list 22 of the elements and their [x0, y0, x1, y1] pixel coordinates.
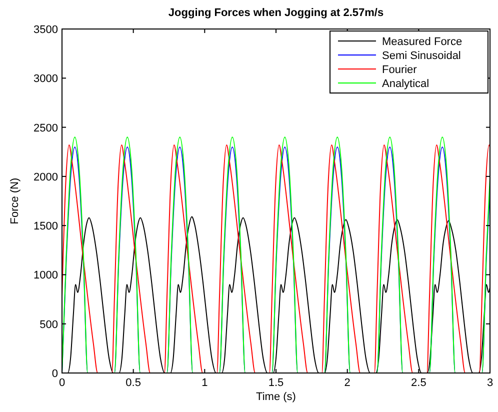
- x-tick-label: 2.5: [411, 377, 426, 389]
- legend-label: Fourier: [382, 64, 418, 76]
- legend-label: Measured Force: [382, 36, 462, 48]
- x-tick-label: 1: [202, 377, 208, 389]
- x-tick-label: 0.5: [126, 377, 141, 389]
- chart-title: Jogging Forces when Jogging at 2.57m/s: [168, 7, 384, 19]
- legend-label: Semi Sinusoidal: [382, 50, 461, 62]
- x-axis-title: Time (s): [256, 391, 296, 403]
- legend-label: Analytical: [382, 78, 430, 90]
- y-tick-label: 0: [52, 368, 58, 380]
- y-tick-label: 3500: [34, 24, 58, 36]
- y-axis-title: Force (N): [9, 178, 21, 224]
- y-tick-label: 3000: [34, 73, 58, 86]
- x-tick-label: 1.5: [268, 377, 284, 389]
- x-tick-label: 0: [58, 377, 66, 389]
- x-tick-label: 2: [344, 377, 350, 389]
- x-tick-label: 3: [486, 377, 494, 389]
- y-tick-label: 1500: [34, 220, 58, 233]
- y-tick-label: 500: [40, 318, 58, 331]
- y-tick-label: 2500: [34, 122, 58, 134]
- y-tick-label: 1000: [34, 270, 58, 282]
- y-tick-label: 2000: [34, 171, 58, 184]
